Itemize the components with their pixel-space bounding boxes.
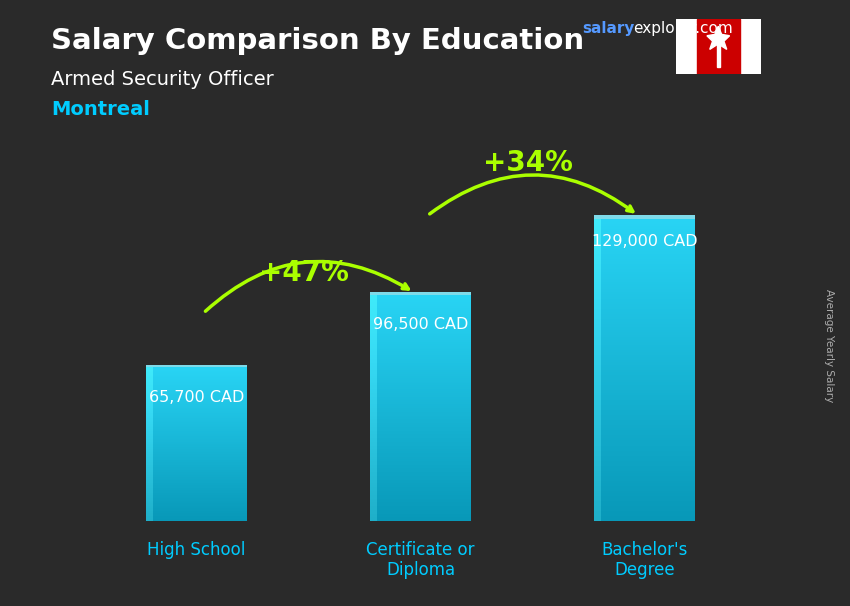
Text: Salary Comparison By Education: Salary Comparison By Education xyxy=(51,27,584,55)
Bar xyxy=(697,19,740,74)
Polygon shape xyxy=(707,26,729,50)
Text: explorer.com: explorer.com xyxy=(633,21,733,36)
Text: +34%: +34% xyxy=(484,149,573,177)
Text: Armed Security Officer: Armed Security Officer xyxy=(51,70,274,88)
Text: +47%: +47% xyxy=(259,259,349,287)
Bar xyxy=(676,19,697,74)
Text: Average Yearly Salary: Average Yearly Salary xyxy=(824,289,834,402)
Text: salary: salary xyxy=(582,21,635,36)
Text: 96,500 CAD: 96,500 CAD xyxy=(373,318,468,332)
Text: Montreal: Montreal xyxy=(51,100,150,119)
Bar xyxy=(740,19,761,74)
Text: 129,000 CAD: 129,000 CAD xyxy=(592,234,698,249)
Text: 65,700 CAD: 65,700 CAD xyxy=(149,390,244,405)
Polygon shape xyxy=(717,44,720,67)
